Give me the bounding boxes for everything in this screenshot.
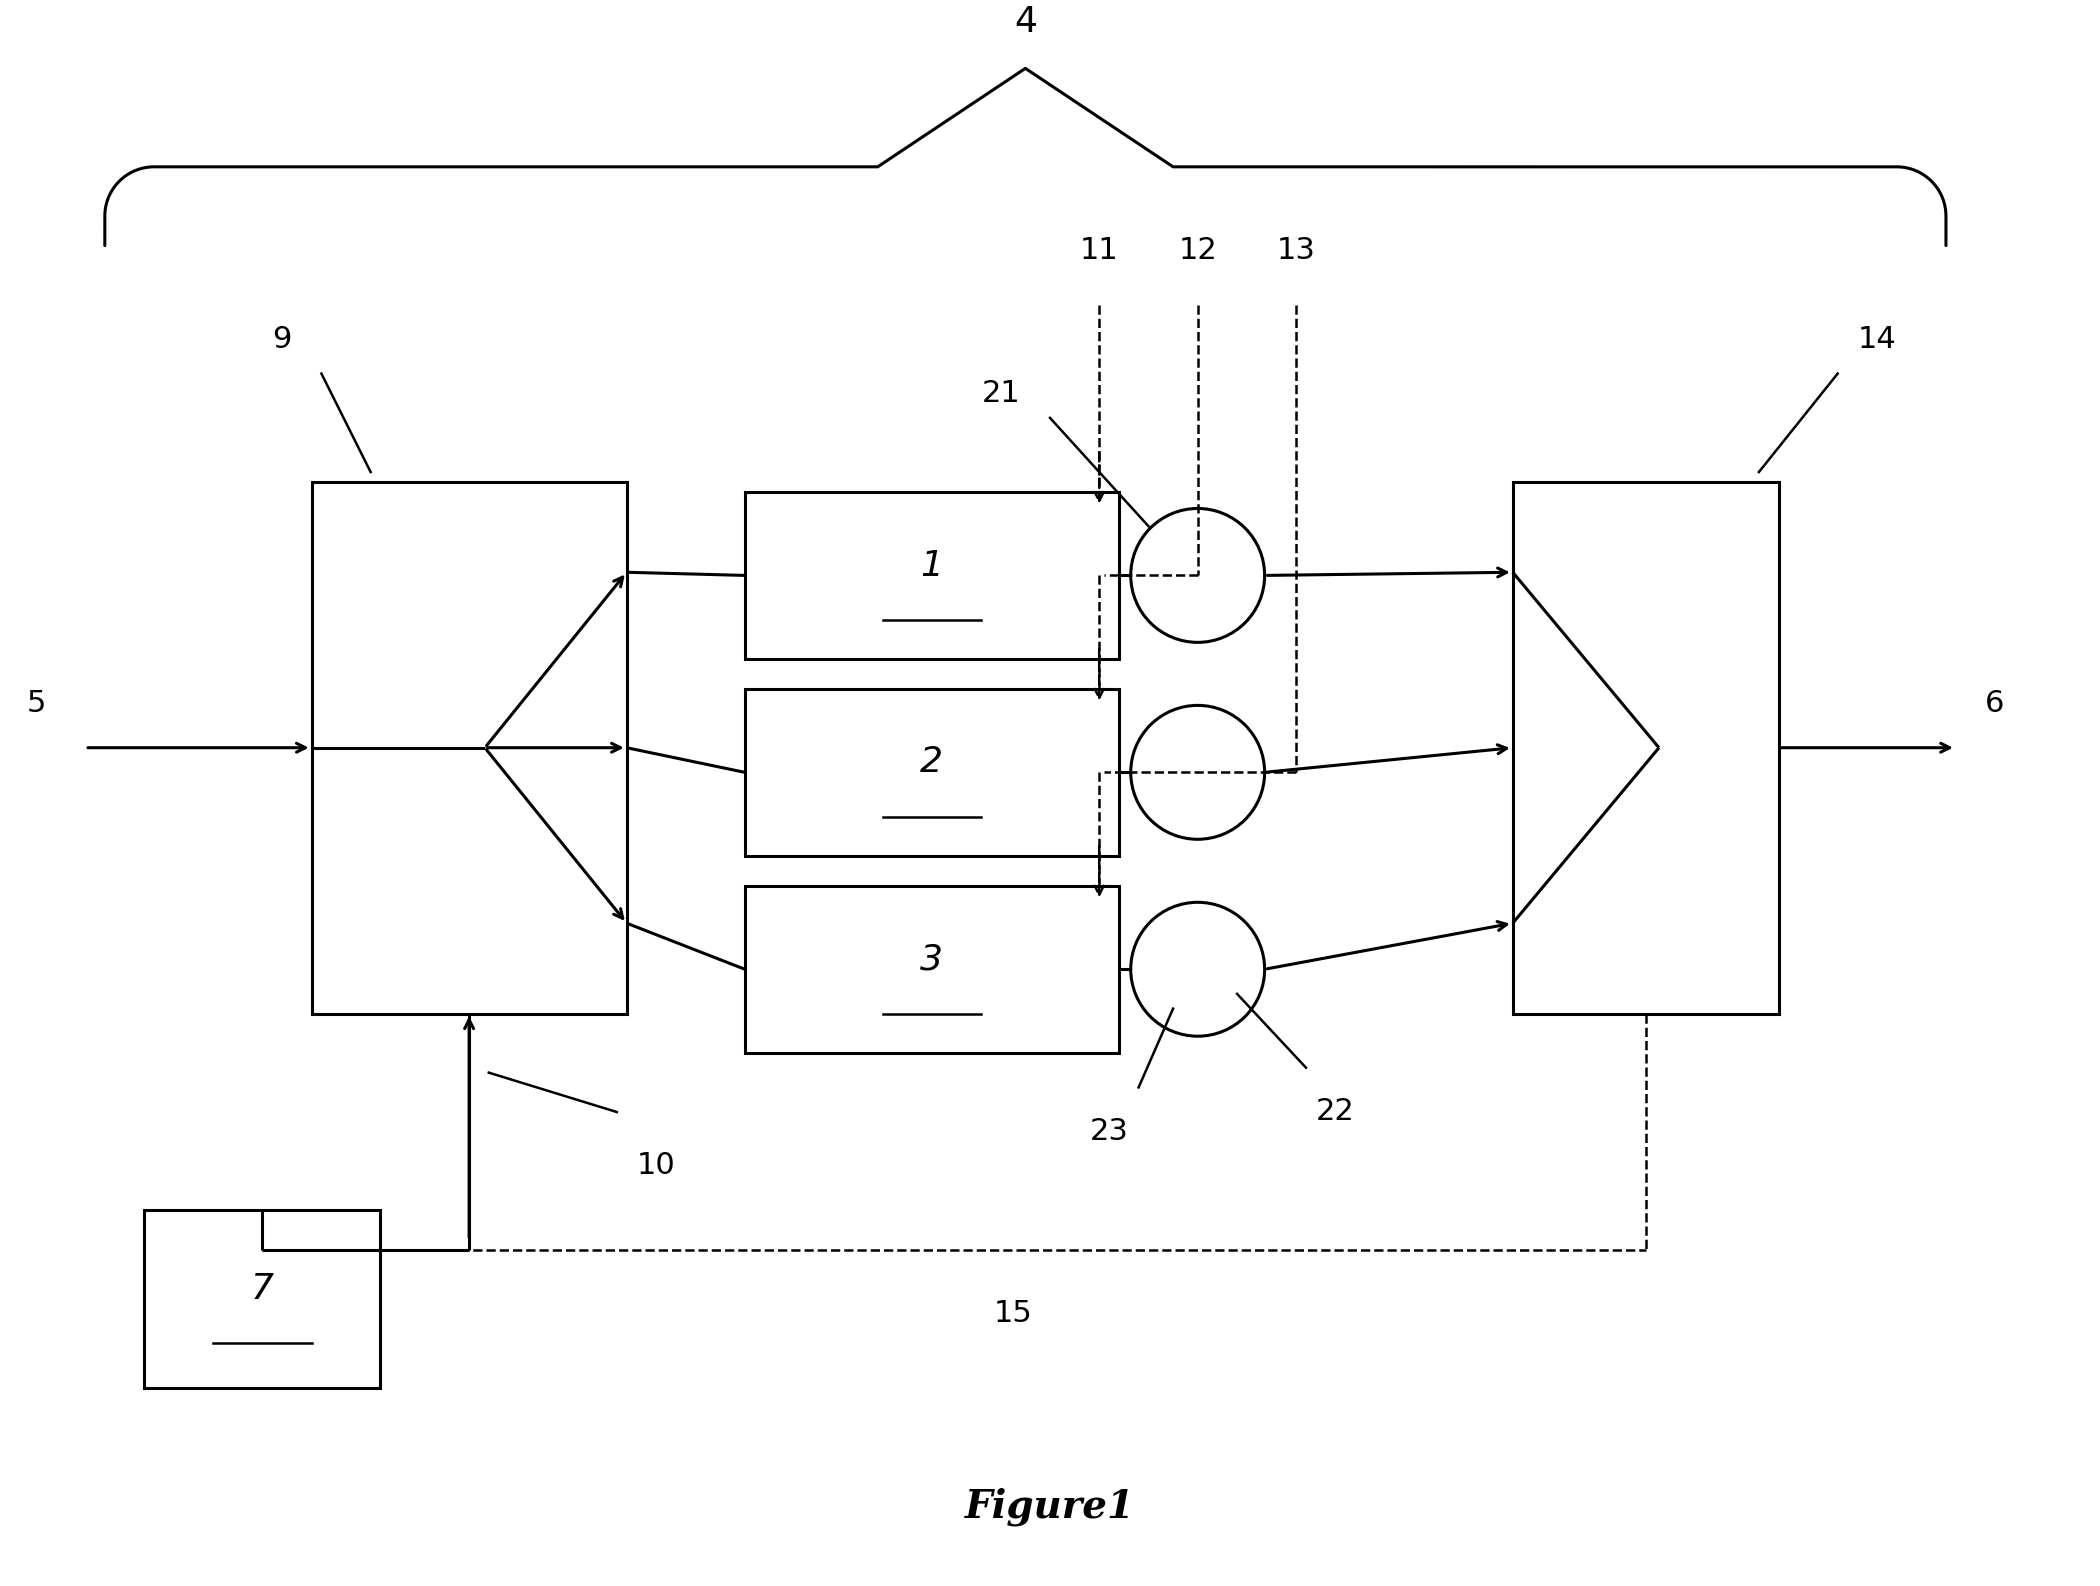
Bar — [746, 885, 1119, 1053]
Text: 1: 1 — [920, 549, 943, 582]
Text: 13: 13 — [1277, 236, 1315, 265]
Text: Figure1: Figure1 — [966, 1488, 1134, 1526]
Bar — [311, 482, 626, 1013]
Text: 3: 3 — [920, 942, 943, 977]
Text: 6: 6 — [1984, 690, 2006, 718]
Bar — [1512, 482, 1779, 1013]
Text: 10: 10 — [636, 1151, 676, 1180]
Text: 23: 23 — [1090, 1117, 1130, 1147]
Text: 14: 14 — [1858, 325, 1896, 354]
Bar — [746, 492, 1119, 660]
Text: 7: 7 — [250, 1272, 273, 1307]
Text: 12: 12 — [1178, 236, 1218, 265]
Text: 5: 5 — [27, 690, 46, 718]
Text: 9: 9 — [273, 325, 292, 354]
Text: 2: 2 — [920, 745, 943, 779]
Text: 22: 22 — [1317, 1098, 1354, 1126]
Text: 21: 21 — [981, 379, 1021, 408]
Bar — [145, 1210, 380, 1388]
Text: 4: 4 — [1014, 5, 1037, 38]
Bar — [746, 688, 1119, 856]
Text: 15: 15 — [993, 1299, 1033, 1327]
Text: 11: 11 — [1079, 236, 1119, 265]
